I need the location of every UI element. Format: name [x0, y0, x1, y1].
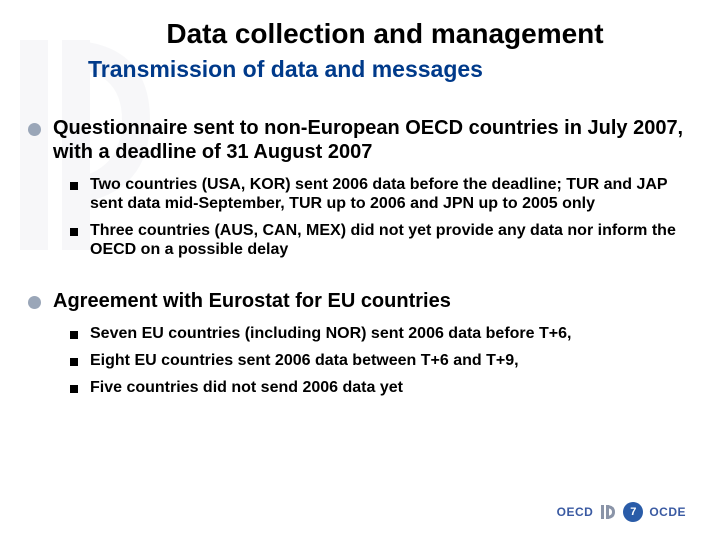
bullet-text: Three countries (AUS, CAN, MEX) did not …: [90, 222, 692, 260]
bullet-level2: Five countries did not send 2006 data ye…: [70, 379, 692, 398]
bullet-level2: Seven EU countries (including NOR) sent …: [70, 325, 692, 344]
bullet-level2: Two countries (USA, KOR) sent 2006 data …: [70, 176, 692, 214]
slide-title: Data collection and management: [78, 18, 692, 50]
bullet-level2: Eight EU countries sent 2006 data betwee…: [70, 352, 692, 371]
slide-footer: OECD 7 OCDE: [557, 502, 686, 522]
slide-subtitle: Transmission of data and messages: [88, 56, 692, 83]
bullet-text: Agreement with Eurostat for EU countries: [53, 290, 451, 314]
bullet-text: Five countries did not send 2006 data ye…: [90, 379, 403, 398]
bullet-square-icon: [70, 331, 78, 339]
bullet-square-icon: [70, 358, 78, 366]
oecd-label-left: OECD: [557, 505, 594, 519]
bullet-square-icon: [70, 182, 78, 190]
bullet-text: Questionnaire sent to non-European OECD …: [53, 117, 692, 164]
bullet-square-icon: [70, 385, 78, 393]
bullet-level2: Three countries (AUS, CAN, MEX) did not …: [70, 222, 692, 260]
bullet-text: Eight EU countries sent 2006 data betwee…: [90, 352, 519, 371]
bullet-dot-icon: [28, 296, 41, 309]
page-number: 7: [623, 502, 643, 522]
bullet-square-icon: [70, 228, 78, 236]
bullet-text: Seven EU countries (including NOR) sent …: [90, 325, 571, 344]
bullet-level1: Questionnaire sent to non-European OECD …: [28, 117, 692, 164]
bullet-dot-icon: [28, 123, 41, 136]
bullet-level1: Agreement with Eurostat for EU countries: [28, 290, 692, 314]
bullet-text: Two countries (USA, KOR) sent 2006 data …: [90, 176, 692, 214]
oecd-logo-icon: [599, 503, 617, 521]
oecd-label-right: OCDE: [649, 505, 686, 519]
